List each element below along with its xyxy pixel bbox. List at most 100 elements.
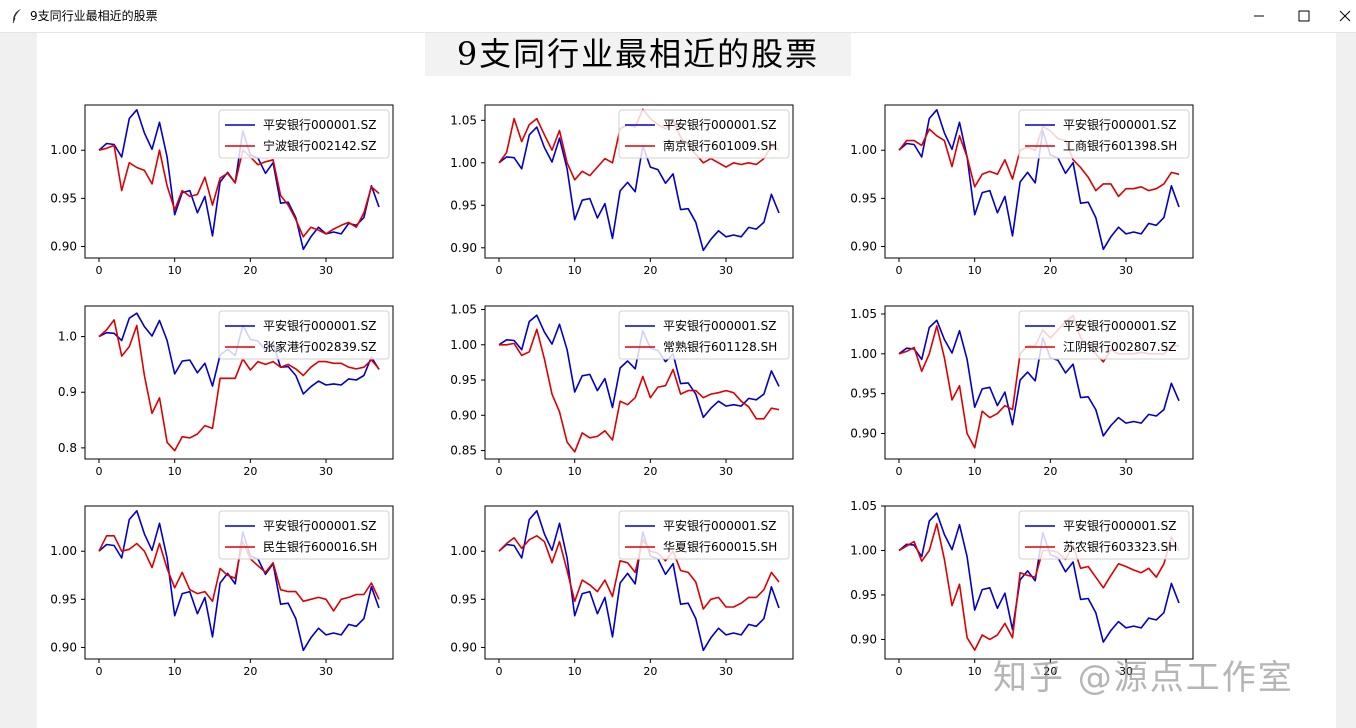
legend-entry-2: 南京银行601009.SH xyxy=(663,138,777,153)
x-tick-label: 30 xyxy=(719,465,733,478)
figure-suptitle: 9支同行业最相近的股票 xyxy=(425,33,851,76)
legend-box xyxy=(218,310,390,360)
legend-entry-1: 平安银行000001.SZ xyxy=(663,318,776,333)
x-tick-label: 20 xyxy=(643,264,657,277)
y-tick-label: 1.00 xyxy=(50,544,77,558)
y-tick-label: 1.00 xyxy=(50,143,77,157)
x-tick-label: 30 xyxy=(319,465,333,478)
y-tick-label: 0.95 xyxy=(850,588,877,602)
x-tick-label: 0 xyxy=(896,465,903,478)
x-tick-label: 30 xyxy=(1119,465,1133,478)
x-tick-label: 10 xyxy=(568,665,582,678)
legend-box xyxy=(1018,310,1190,360)
series-line-1 xyxy=(498,126,780,252)
x-tick-label: 0 xyxy=(896,264,903,277)
y-tick-label: 0.95 xyxy=(50,191,77,205)
x-tick-label: 30 xyxy=(319,665,333,678)
x-tick-label: 20 xyxy=(1043,465,1057,478)
legend-box xyxy=(618,109,790,159)
y-tick-label: 1.00 xyxy=(850,143,877,157)
x-tick-label: 20 xyxy=(243,465,257,478)
x-tick-label: 0 xyxy=(496,665,503,678)
y-tick-label: 0.90 xyxy=(850,239,877,253)
window-title: 9支同行业最相近的股票 xyxy=(30,9,158,23)
x-tick-label: 10 xyxy=(968,264,982,277)
y-tick-label: 0.95 xyxy=(450,592,477,606)
x-tick-label: 20 xyxy=(643,665,657,678)
legend-entry-1: 平安银行000001.SZ xyxy=(663,117,776,132)
x-tick-label: 0 xyxy=(96,264,103,277)
y-tick-label: 0.95 xyxy=(50,592,77,606)
x-tick-label: 10 xyxy=(168,465,182,478)
x-tick-label: 30 xyxy=(719,264,733,277)
x-tick-label: 20 xyxy=(1043,264,1057,277)
window-left-edge xyxy=(0,33,38,728)
x-tick-label: 20 xyxy=(1043,665,1057,678)
y-tick-label: 0.85 xyxy=(450,444,477,458)
y-tick-label: 0.95 xyxy=(850,191,877,205)
x-tick-label: 10 xyxy=(968,465,982,478)
x-tick-label: 30 xyxy=(719,665,733,678)
x-tick-label: 0 xyxy=(496,264,503,277)
series-line-2 xyxy=(898,522,1180,651)
x-tick-label: 30 xyxy=(1119,665,1133,678)
y-tick-label: 0.95 xyxy=(450,373,477,387)
y-tick-label: 1.00 xyxy=(450,544,477,558)
maximize-button[interactable] xyxy=(1281,0,1327,32)
y-tick-label: 0.90 xyxy=(850,632,877,646)
legend-entry-1: 平安银行000001.SZ xyxy=(263,318,376,333)
y-tick-label: 0.90 xyxy=(50,640,77,654)
x-tick-label: 10 xyxy=(568,465,582,478)
subplot-8: 0 10 20 30 0.90 0.95 1.00 平安银行000001.SZ 华夏银行6000… xyxy=(450,505,794,678)
legend-box xyxy=(618,510,790,560)
legend-entry-2: 苏农银行603323.SH xyxy=(1063,540,1177,554)
y-tick-label: 0.90 xyxy=(850,427,877,441)
minimize-button[interactable] xyxy=(1236,0,1282,32)
close-icon xyxy=(1339,10,1351,22)
y-tick-label: 1.05 xyxy=(450,303,477,317)
y-tick-label: 1.05 xyxy=(850,499,877,513)
x-tick-label: 0 xyxy=(96,665,103,678)
x-tick-label: 0 xyxy=(96,465,103,478)
y-tick-label: 1.00 xyxy=(850,347,877,361)
y-tick-label: 0.90 xyxy=(50,239,77,253)
y-tick-label: 0.95 xyxy=(450,198,477,212)
x-tick-label: 30 xyxy=(319,264,333,277)
subplot-3: 0 10 20 30 0.90 0.95 1.00 平安银行000001.SZ 工商银行6013… xyxy=(850,104,1194,277)
subplot-7: 0 10 20 30 0.90 0.95 1.00 平安银行000001.SZ 民生银行6000… xyxy=(50,505,394,678)
subplot-6: 0 10 20 30 0.90 0.95 1.00 1.05 平安银行000001.SZ 江阴银行… xyxy=(850,305,1194,478)
close-button[interactable] xyxy=(1322,0,1356,32)
legend-entry-1: 平安银行000001.SZ xyxy=(663,518,776,533)
legend-entry-1: 平安银行000001.SZ xyxy=(1063,518,1176,533)
series-line-2 xyxy=(98,534,380,612)
y-tick-label: 0.9 xyxy=(58,385,77,399)
subplot-1: 0 10 20 30 0.90 0.95 1.00 平安银行000001.SZ 宁波银行0021… xyxy=(50,104,394,277)
feather-icon xyxy=(12,9,21,24)
subplot-2: 0 10 20 30 0.90 0.95 1.00 1.05 平安银行000001.SZ 南京银行… xyxy=(450,104,794,277)
subplot-9: 0 10 20 30 0.90 0.95 1.00 1.05 平安银行000001.SZ 苏农银行… xyxy=(850,499,1194,678)
maximize-icon xyxy=(1298,10,1310,22)
x-tick-label: 0 xyxy=(896,665,903,678)
y-tick-label: 1.0 xyxy=(58,330,77,344)
y-tick-label: 0.90 xyxy=(450,640,477,654)
legend-entry-2: 宁波银行002142.SZ xyxy=(263,138,376,153)
legend-entry-1: 平安银行000001.SZ xyxy=(1063,318,1176,333)
legend-entry-2: 华夏银行600015.SH xyxy=(663,540,777,554)
y-tick-label: 1.00 xyxy=(850,543,877,557)
x-tick-label: 30 xyxy=(1119,264,1133,277)
y-tick-label: 0.90 xyxy=(450,408,477,422)
x-tick-label: 0 xyxy=(496,465,503,478)
subplot-4: 0 10 20 30 0.8 0.9 1.0 平安银行000001.SZ 张家港行002839.… xyxy=(58,305,394,478)
y-tick-label: 0.90 xyxy=(450,241,477,255)
x-tick-label: 20 xyxy=(243,665,257,678)
watermark-text: 知乎 @源点工作室 xyxy=(993,658,1294,698)
x-tick-label: 10 xyxy=(568,264,582,277)
legend-entry-2: 常熟银行601128.SH xyxy=(663,339,777,354)
series-line-2 xyxy=(98,319,380,452)
subplot-5: 0 10 20 30 0.85 0.90 0.95 1.00 1.05 平安银行000001.SZ… xyxy=(450,303,794,478)
legend-box xyxy=(1018,510,1190,560)
y-tick-label: 1.00 xyxy=(450,338,477,352)
legend-entry-2: 江阴银行002807.SZ xyxy=(1063,340,1176,354)
legend-entry-1: 平安银行000001.SZ xyxy=(263,518,376,533)
